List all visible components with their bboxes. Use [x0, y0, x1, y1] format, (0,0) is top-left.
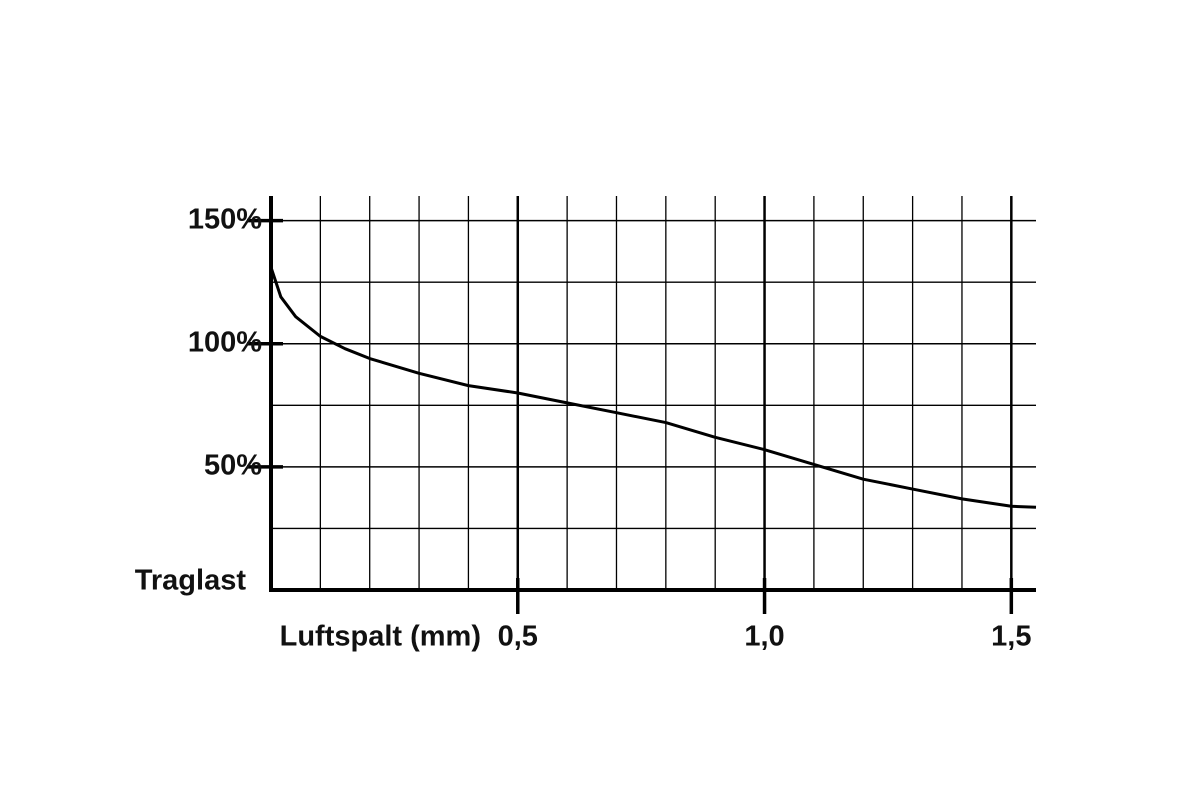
y-tick-label: 50% [204, 450, 262, 482]
y-axis-label: Traglast [135, 565, 247, 597]
x-tick-label: 1,5 [991, 621, 1031, 653]
line [269, 266, 1037, 509]
x-tick-label: 0,5 [498, 621, 538, 653]
x-tick-label: 1,0 [744, 621, 784, 653]
y-tick-label: 100% [188, 326, 262, 358]
y-tick-label: 150% [188, 203, 262, 235]
x-axis-label: Luftspalt (mm) [280, 621, 481, 653]
